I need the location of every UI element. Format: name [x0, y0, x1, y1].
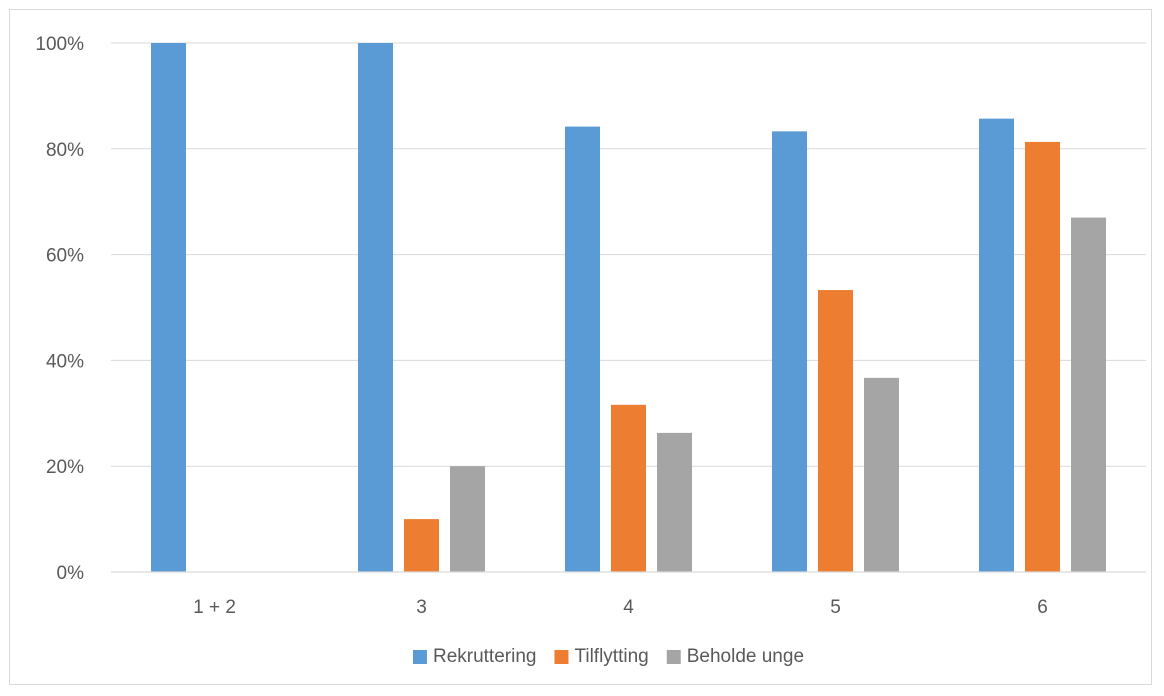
legend-swatch — [666, 650, 681, 664]
y-tick-label: 80% — [46, 140, 84, 161]
bar-rekruttering-4 — [772, 131, 807, 572]
y-tick-label: 100% — [35, 34, 84, 55]
bar-beholde-unge-4 — [864, 377, 899, 572]
bar-rekruttering-3 — [565, 126, 600, 572]
x-tick-label: 5 — [830, 597, 841, 618]
y-tick-label: 40% — [46, 351, 84, 372]
bar-rekruttering-1 — [151, 43, 186, 572]
bar-tilflytting-5 — [1025, 141, 1060, 572]
legend-label: Tilflytting — [574, 646, 648, 667]
x-tick-label: 6 — [1037, 597, 1048, 618]
legend-swatch — [554, 650, 569, 664]
x-tick-label: 3 — [416, 597, 427, 618]
bar-rekruttering-5 — [979, 118, 1014, 572]
bar-beholde-unge-3 — [657, 432, 692, 572]
axes: 0% 20% 40% 60% 80% 100% 1 + 2 3 4 5 6 — [35, 34, 1146, 618]
y-tick-label: 60% — [46, 246, 84, 267]
x-tick-label: 4 — [623, 597, 634, 618]
y-tick-label: 0% — [57, 563, 85, 584]
bar-rekruttering-2 — [358, 43, 393, 572]
y-tick-label: 20% — [46, 457, 84, 478]
bar-beholde-unge-5 — [1071, 217, 1106, 572]
x-tick-label: 1 + 2 — [193, 597, 236, 618]
legend-swatch — [412, 650, 427, 664]
legend-label: Rekruttering — [433, 646, 537, 667]
bar-tilflytting-3 — [611, 404, 646, 572]
bars — [151, 43, 1106, 572]
bar-tilflytting-2 — [404, 519, 439, 572]
bar-beholde-unge-2 — [450, 466, 485, 572]
legend: Rekruttering Tilflytting Beholde unge — [412, 646, 804, 667]
legend-label: Beholde unge — [687, 646, 804, 667]
bar-tilflytting-4 — [818, 290, 853, 572]
gridlines — [111, 42, 1146, 467]
